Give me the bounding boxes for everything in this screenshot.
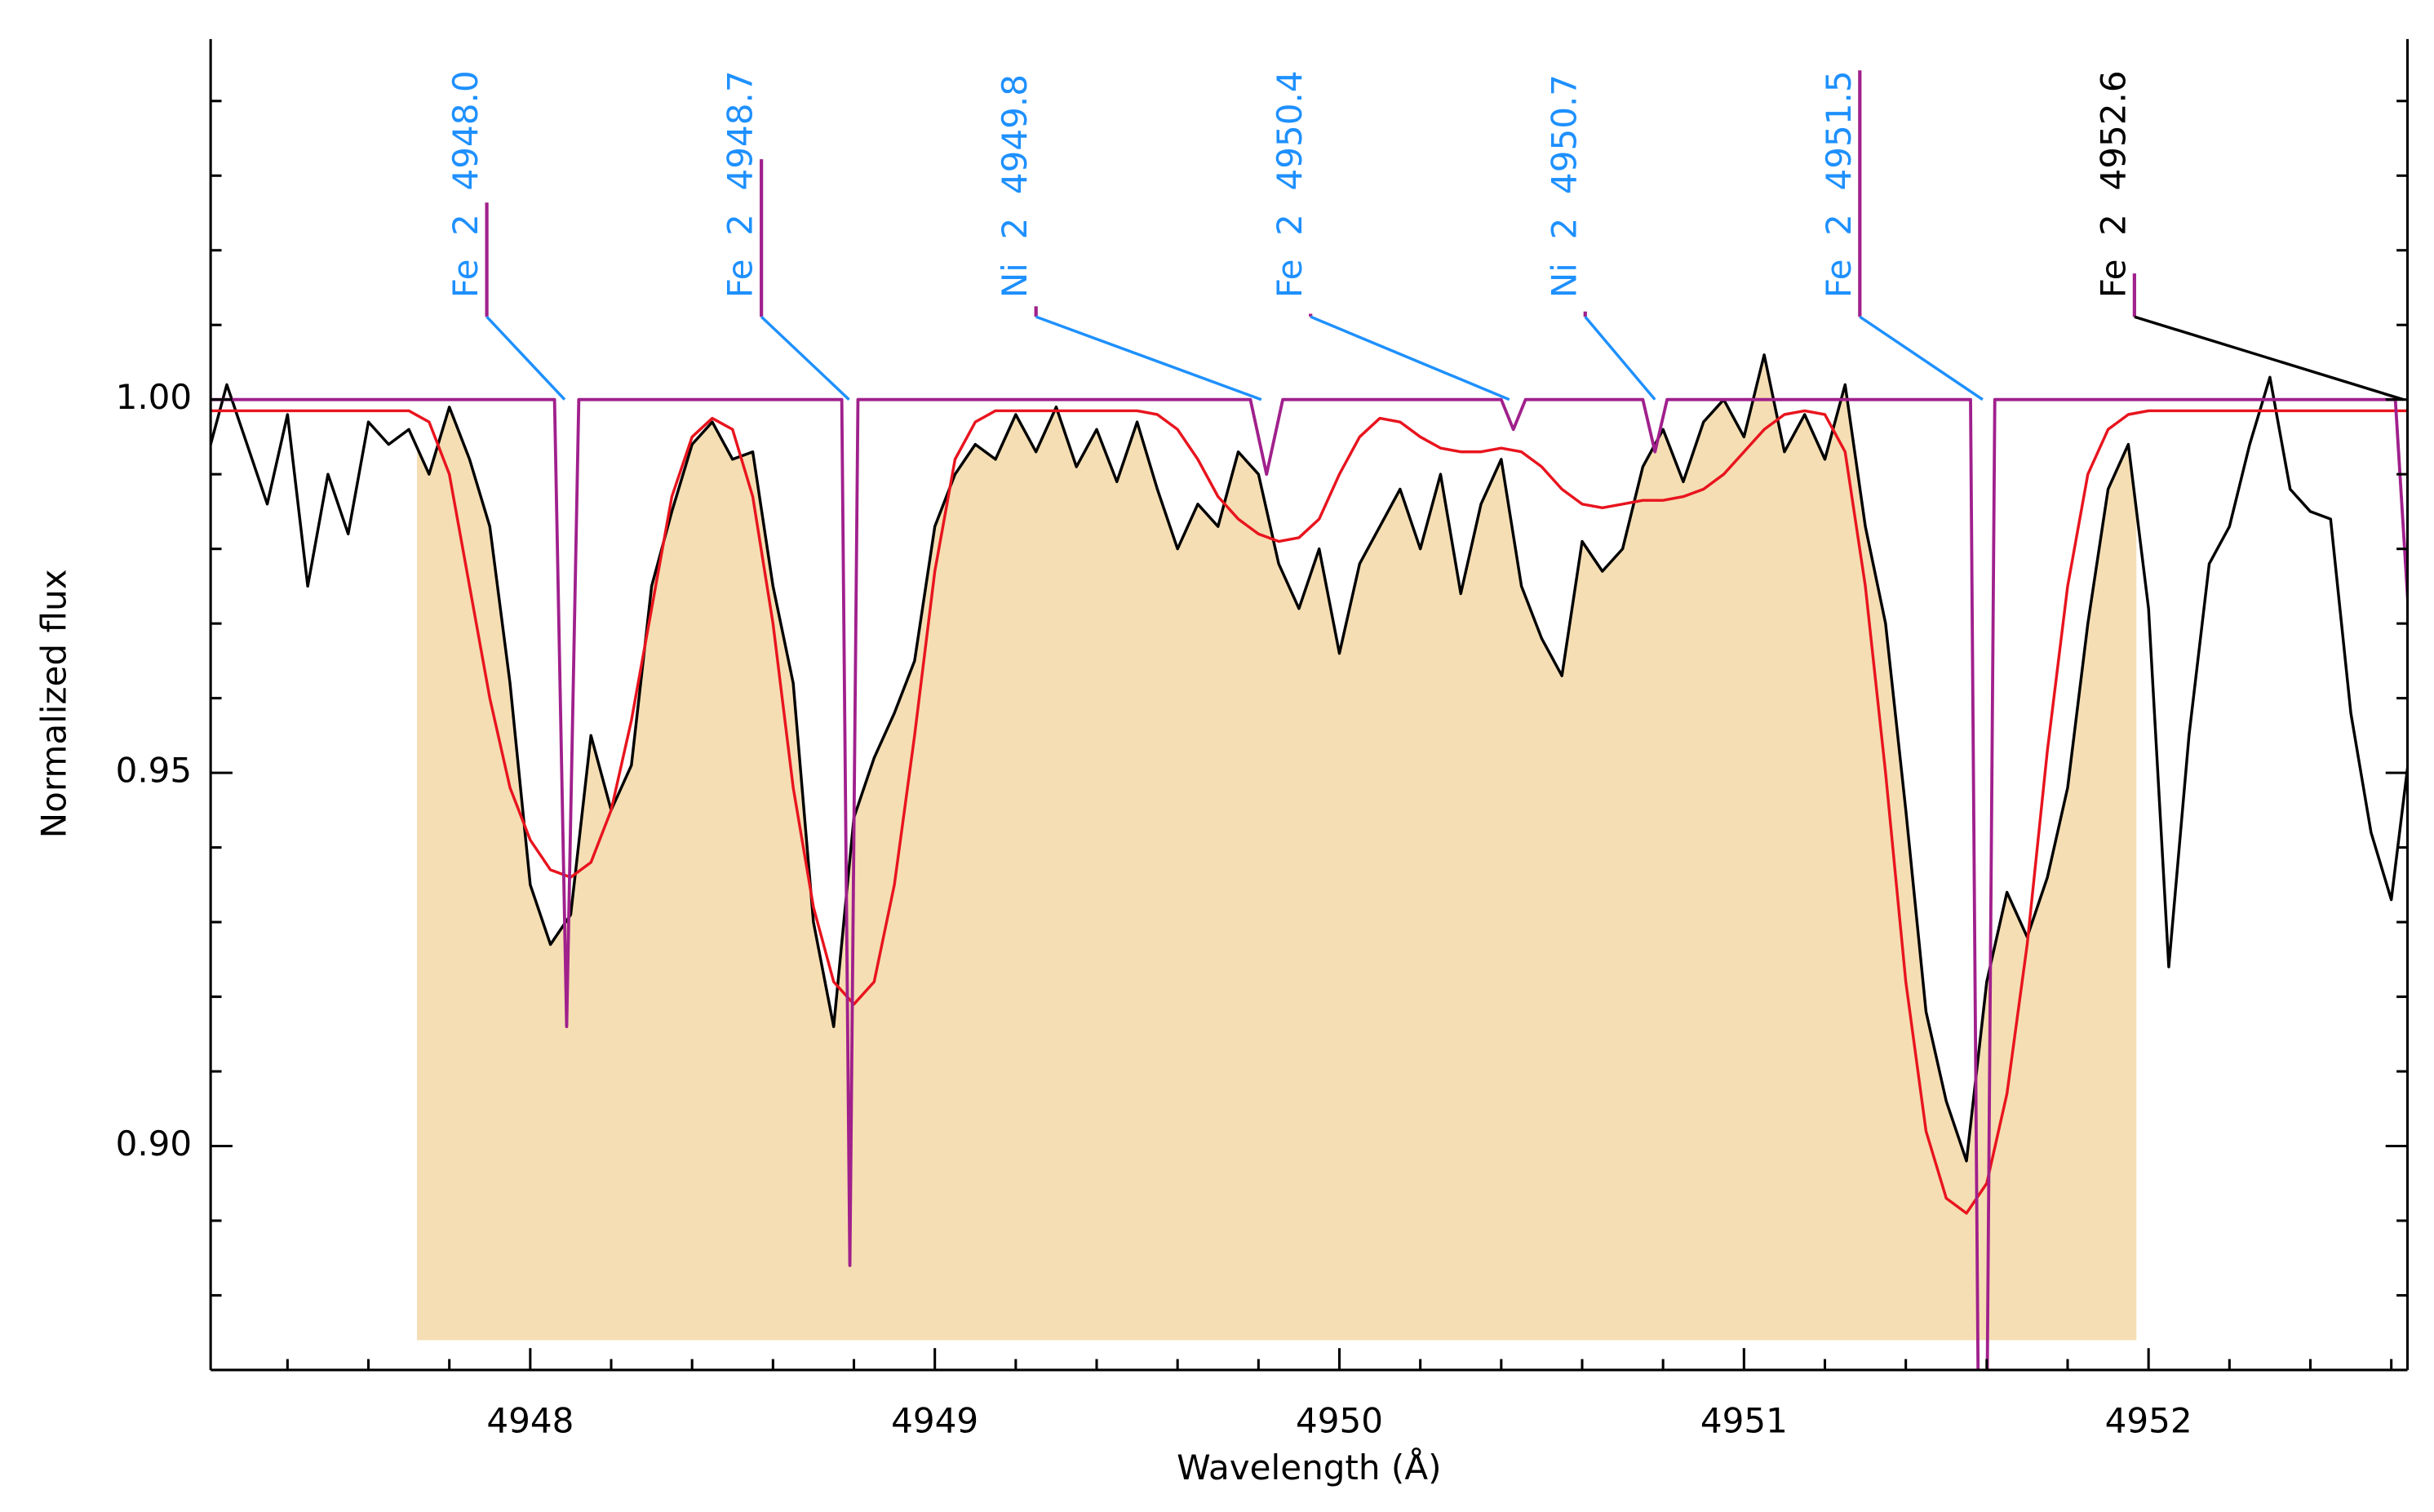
- spectrum-line: [211, 397, 2408, 1370]
- x-tick-label: 4950: [1296, 1400, 1383, 1440]
- label-connector: [2134, 315, 2405, 401]
- y-tick-label: 1.00: [116, 377, 193, 417]
- label-connector: [1035, 315, 1262, 401]
- y-axis-label: Normalized flux: [33, 570, 73, 839]
- label-connector: [485, 316, 566, 401]
- x-tick-label: 4951: [1700, 1400, 1788, 1440]
- line-label: Fe 2 4951.5: [1819, 70, 1859, 298]
- x-axis-label: Wavelength (Å): [1177, 1447, 1441, 1488]
- x-tick-label: 4948: [486, 1400, 574, 1440]
- x-tick-label: 4952: [2105, 1400, 2192, 1440]
- line-label: Ni 2 4950.7: [1544, 74, 1584, 298]
- line-label: Fe 2 4948.0: [446, 70, 485, 298]
- line-label: Fe 2 4952.6: [2093, 70, 2133, 298]
- plot-area: [211, 353, 2408, 1370]
- spectrum-line: [211, 353, 2408, 1163]
- y-tick-label: 0.90: [116, 1124, 193, 1164]
- label-connector: [760, 315, 850, 401]
- line-label: Fe 2 4948.7: [720, 70, 760, 298]
- label-connector: [1584, 316, 1656, 401]
- label-connector: [1859, 315, 1984, 401]
- x-tick-label: 4949: [891, 1400, 978, 1440]
- spectrum-line: [211, 409, 2408, 1215]
- label-connector: [1310, 315, 1510, 401]
- y-tick-label: 0.95: [116, 751, 193, 791]
- line-label: Fe 2 4950.4: [1270, 70, 1310, 298]
- line-label: Ni 2 4949.8: [995, 74, 1035, 298]
